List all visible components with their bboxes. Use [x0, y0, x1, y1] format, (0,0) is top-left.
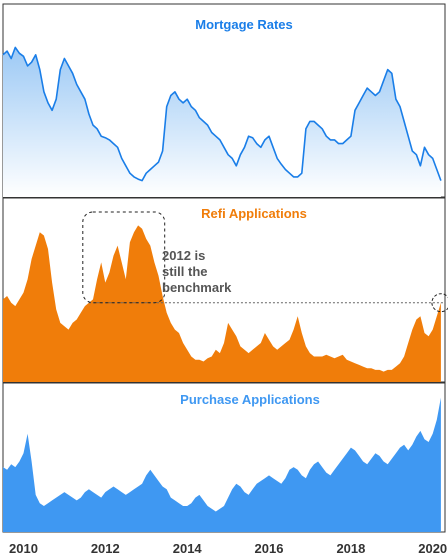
- purchase-applications-title: Purchase Applications: [180, 392, 320, 407]
- x-tick-label: 2018: [336, 541, 365, 556]
- annotation-line-1: 2012 is: [162, 248, 205, 263]
- series-area-0: [3, 47, 441, 198]
- x-tick-label: 2010: [9, 541, 38, 556]
- series-layer: [2, 46, 442, 532]
- x-tick-label: 2014: [173, 541, 203, 556]
- series-line-0: [2, 46, 442, 182]
- latest-value-circle: [431, 293, 448, 313]
- series-area-2: [3, 397, 441, 532]
- series-area-1: [3, 225, 441, 382]
- highlight-2012-box: [82, 211, 166, 304]
- annotation-line-2: still the: [162, 264, 208, 279]
- x-tick-label: 2012: [91, 541, 120, 556]
- x-tick-label: 2016: [255, 541, 284, 556]
- x-tick-label: 2020: [418, 541, 447, 556]
- refi-applications-title: Refi Applications: [201, 206, 307, 221]
- x-axis: 2010 2012 2014 2016 2018 2020: [9, 541, 447, 556]
- mortgage-rates-title: Mortgage Rates: [195, 17, 293, 32]
- annotation-line-3: benchmark: [162, 280, 232, 295]
